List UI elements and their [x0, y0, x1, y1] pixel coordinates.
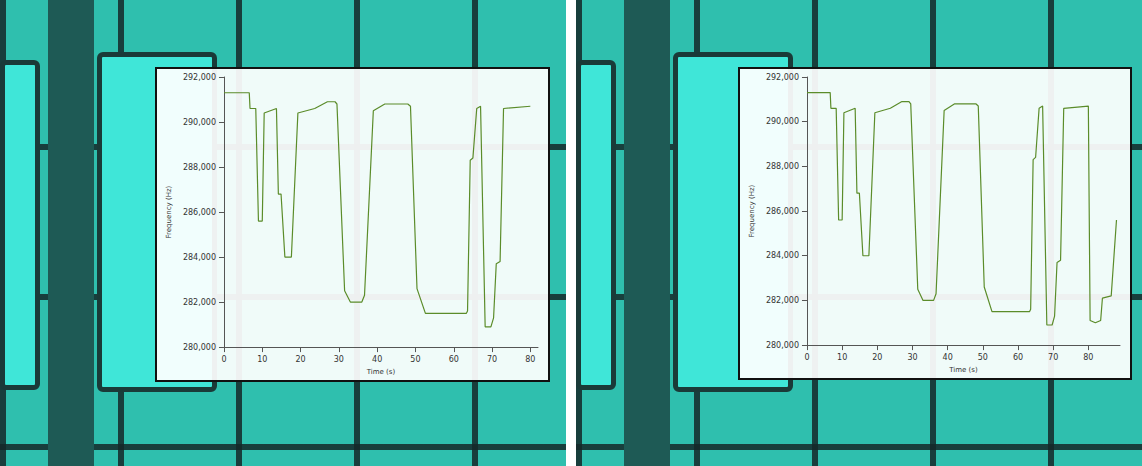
svg-text:282,000: 282,000: [766, 296, 799, 305]
svg-text:40: 40: [372, 355, 382, 364]
svg-text:286,000: 286,000: [766, 207, 799, 216]
svg-text:284,000: 284,000: [183, 253, 216, 262]
svg-text:Time (s): Time (s): [948, 366, 978, 374]
svg-text:282,000: 282,000: [183, 298, 216, 307]
svg-text:20: 20: [872, 353, 882, 362]
svg-text:280,000: 280,000: [766, 341, 799, 350]
svg-text:290,000: 290,000: [766, 117, 799, 126]
svg-text:30: 30: [334, 355, 344, 364]
svg-text:0: 0: [804, 353, 809, 362]
svg-text:284,000: 284,000: [766, 251, 799, 260]
svg-text:288,000: 288,000: [183, 163, 216, 172]
svg-text:80: 80: [525, 355, 535, 364]
svg-text:60: 60: [1013, 353, 1023, 362]
svg-text:50: 50: [978, 353, 988, 362]
svg-text:Time (s): Time (s): [366, 368, 396, 376]
svg-text:0: 0: [221, 355, 226, 364]
svg-text:280,000: 280,000: [183, 343, 216, 352]
svg-text:Frequency (Hz): Frequency (Hz): [748, 184, 756, 237]
svg-text:288,000: 288,000: [766, 162, 799, 171]
svg-text:40: 40: [943, 353, 953, 362]
svg-text:20: 20: [295, 355, 305, 364]
svg-text:30: 30: [907, 353, 917, 362]
svg-text:292,000: 292,000: [183, 73, 216, 82]
svg-text:60: 60: [449, 355, 459, 364]
svg-text:286,000: 286,000: [183, 208, 216, 217]
svg-text:290,000: 290,000: [183, 118, 216, 127]
svg-text:10: 10: [837, 353, 847, 362]
svg-text:70: 70: [1048, 353, 1058, 362]
svg-text:10: 10: [257, 355, 267, 364]
svg-text:292,000: 292,000: [766, 73, 799, 82]
svg-text:80: 80: [1083, 353, 1093, 362]
svg-text:70: 70: [487, 355, 497, 364]
svg-text:Frequency (Hz): Frequency (Hz): [165, 185, 173, 238]
svg-text:50: 50: [410, 355, 420, 364]
